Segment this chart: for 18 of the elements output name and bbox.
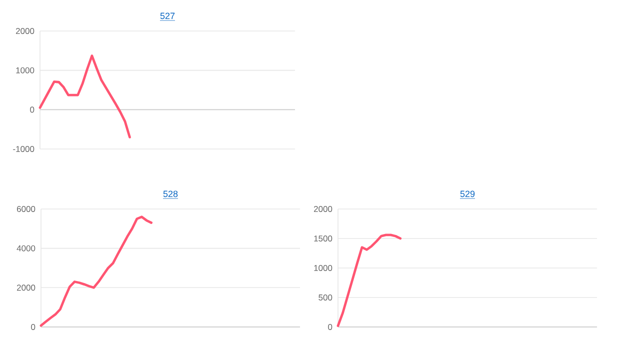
y-tick-label: 1000 — [314, 264, 332, 271]
y-tick-label: 0 — [328, 324, 332, 330]
y-tick-label: 2000 — [16, 284, 36, 291]
y-tick-label: 1500 — [314, 235, 332, 242]
y-tick-label: 500 — [318, 294, 332, 300]
y-tick-label: 6000 — [17, 206, 36, 212]
chart-title: 529 — [460, 190, 475, 198]
chart-title: 528 — [163, 190, 178, 198]
y-tick-label: 2000 — [16, 28, 34, 34]
y-tick-label: 1000 — [16, 67, 34, 74]
line-series — [40, 216, 153, 327]
y-tick-label: 0 — [31, 324, 36, 330]
chart-title: 527 — [160, 12, 175, 20]
y-tick-label: 2000 — [314, 206, 332, 212]
y-tick-label: 0 — [30, 106, 34, 113]
line-series — [336, 234, 402, 328]
y-tick-label: 4000 — [16, 245, 36, 252]
y-tick-label: -1000 — [13, 146, 34, 152]
